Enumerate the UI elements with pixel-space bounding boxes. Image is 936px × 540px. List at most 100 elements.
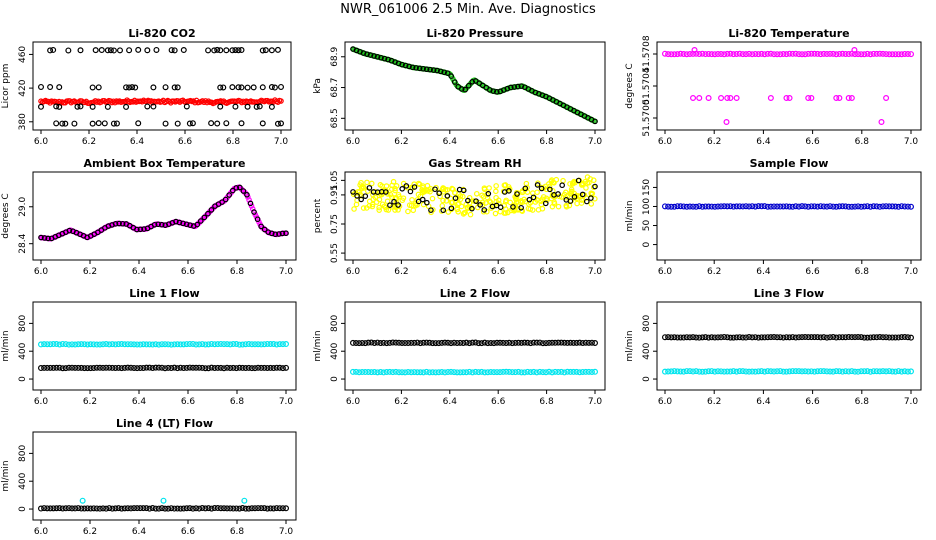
x-tick-label: 6.4	[443, 397, 458, 407]
point-line2-low	[487, 369, 494, 376]
point-sample-flow	[842, 203, 849, 210]
point-box-temp-avg	[151, 221, 158, 228]
point-rh-trend	[361, 185, 367, 191]
point-line2-low	[392, 368, 399, 375]
point-rh-trend	[412, 202, 419, 209]
point-line3-low	[727, 368, 734, 375]
point-line1-low	[245, 364, 252, 371]
point-line1-low	[96, 364, 103, 371]
x-tick-label: 6.2	[83, 527, 97, 537]
point-sample-flow	[802, 203, 809, 210]
point-line2-low	[383, 369, 390, 376]
point-line1-low	[75, 364, 82, 371]
point-box-temp-avg	[194, 221, 201, 228]
point-line4-base	[62, 505, 69, 512]
point-temp-main	[889, 51, 896, 58]
point-temp-main	[668, 51, 675, 58]
point-rh-trend	[518, 207, 525, 214]
point-line1-low	[261, 364, 268, 371]
point-co2-average	[278, 98, 284, 104]
point-line1-low	[118, 365, 125, 372]
point-temp-main	[702, 51, 709, 58]
point-line3-high	[749, 334, 756, 341]
point-rh-trend	[534, 197, 540, 203]
point-line3-high	[668, 334, 675, 341]
point-line1-high	[174, 341, 181, 348]
point-line2-low	[524, 368, 531, 375]
point-sample-flow	[739, 203, 746, 210]
point-line3-high	[814, 334, 821, 341]
point-line1-high	[112, 341, 119, 348]
point-line3-high	[879, 334, 886, 341]
point-temp-main	[674, 51, 681, 58]
y-tick-label: 68.5	[330, 108, 340, 128]
point-line3-low	[879, 368, 886, 375]
point-line3-low	[867, 368, 874, 375]
point-line4-base	[96, 505, 103, 512]
point-line3-high	[842, 334, 849, 341]
point-line3-high	[777, 334, 784, 341]
point-pressure-avg	[508, 84, 514, 91]
point-line1-high	[41, 341, 48, 348]
point-line1-high	[53, 341, 60, 348]
point-line4-base	[118, 505, 125, 512]
point-line3-high	[755, 334, 762, 341]
point-temp-low	[783, 94, 790, 101]
point-line4-base	[65, 505, 72, 512]
point-sample-flow	[851, 203, 858, 210]
point-line2-high	[484, 340, 491, 347]
point-line2-low	[542, 369, 549, 376]
point-rh-trend	[392, 207, 398, 213]
point-line3-high	[855, 333, 862, 340]
point-line1-low	[143, 364, 150, 371]
point-line1-high	[62, 341, 69, 348]
point-line4-base	[245, 505, 252, 512]
point-sample-flow	[665, 203, 672, 210]
point-sample-flow	[864, 203, 871, 210]
point-line2-low	[423, 368, 430, 375]
point-rh-trend-avg	[424, 199, 430, 206]
point-line1-low	[208, 364, 215, 371]
point-line3-high	[721, 333, 728, 340]
point-line3-high	[730, 334, 737, 341]
point-line1-high	[90, 341, 97, 348]
point-line2-high	[469, 339, 476, 346]
point-temp-main	[783, 51, 790, 58]
point-temp-main	[774, 51, 781, 58]
point-line3-low	[783, 368, 790, 375]
point-rh-trend	[561, 191, 568, 198]
point-line3-high	[901, 334, 908, 341]
point-co2-samples	[95, 84, 102, 91]
point-box-temp-avg	[141, 226, 147, 232]
point-co2-samples	[77, 103, 84, 110]
point-line1-high	[245, 341, 252, 348]
panel-title: Sample Flow	[750, 157, 829, 170]
point-co2-samples	[101, 120, 108, 127]
point-rh-trend	[373, 199, 380, 205]
point-line1-high	[75, 341, 82, 348]
point-co2-samples	[47, 84, 54, 91]
point-line3-low	[752, 368, 759, 375]
x-tick-label: 6.2	[82, 137, 96, 147]
point-rh-trend-avg	[419, 196, 426, 203]
point-line1-low	[199, 364, 206, 371]
point-co2-samples	[56, 84, 63, 91]
point-line3-high	[733, 334, 740, 341]
point-line4-base	[112, 505, 119, 512]
point-line3-low	[792, 368, 799, 375]
point-temp-main	[714, 51, 721, 58]
point-line2-high	[389, 339, 396, 346]
point-line2-high	[512, 339, 519, 346]
point-co2-samples	[186, 120, 193, 127]
point-rh-trend	[376, 207, 382, 213]
point-line3-low	[693, 368, 700, 375]
point-line3-high	[705, 334, 712, 341]
point-temp-main	[820, 50, 827, 57]
point-line2-high	[506, 339, 513, 346]
point-temp-main	[708, 51, 715, 58]
point-line1-low	[90, 365, 97, 372]
point-sample-flow	[823, 203, 830, 210]
point-co2-samples	[256, 103, 263, 110]
x-tick-label: 6.8	[855, 267, 870, 277]
point-temp-main	[680, 51, 687, 58]
